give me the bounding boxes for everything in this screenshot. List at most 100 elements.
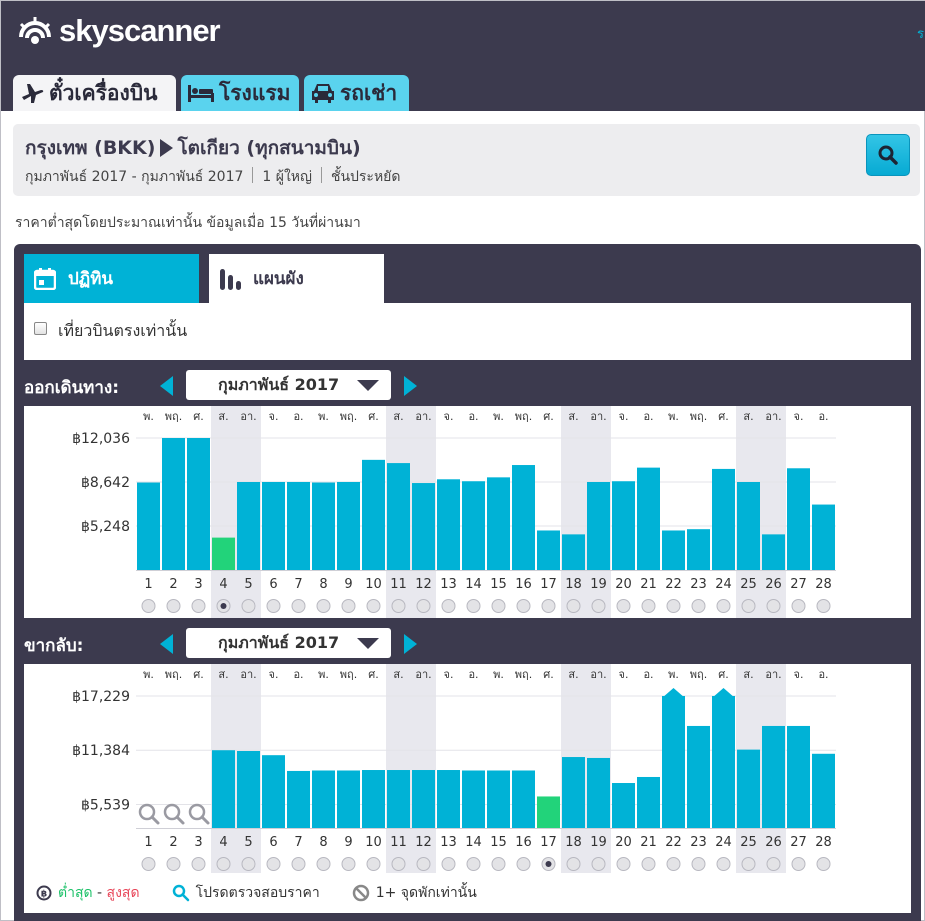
day-radio-26[interactable] [766,857,781,871]
price-bar-day-27 [787,468,810,570]
legend-stops-label: 1+ จุดพักเท่านั้น [375,885,477,901]
day-radio-28[interactable] [816,857,831,871]
outbound-month-select[interactable]: กุมภาพันธ์ 2017 [186,370,391,400]
day-radio-20[interactable] [616,599,631,613]
day-radio-24[interactable] [716,857,731,871]
price-bar-day-7 [287,770,310,828]
day-radio-16[interactable] [516,857,531,871]
direct-flights-filter[interactable]: เที่ยวบินตรงเท่านั้น [24,303,911,360]
day-radio-6[interactable] [266,599,281,613]
logo[interactable]: skyscanner [15,13,221,49]
day-radio-18[interactable] [566,857,581,871]
day-radio-18[interactable] [566,599,581,613]
day-radio-10[interactable] [366,599,381,613]
day-radio-1[interactable] [141,857,156,871]
day-radio-14[interactable] [466,599,481,613]
direct-only-checkbox[interactable] [34,322,47,335]
day-radio-8[interactable] [316,857,331,871]
day-radio-24[interactable] [716,599,731,613]
day-radio-1[interactable] [141,599,156,613]
day-radio-28[interactable] [816,599,831,613]
price-bar-day-5 [237,751,260,828]
tab-car-hire[interactable]: รถเช่า [304,75,409,111]
day-label: 10 [365,577,382,592]
search-summary[interactable]: กรุงเทพ (BKK) โตเกียว (ทุกสนามบิน) กุมภา… [13,124,920,196]
day-radio-16[interactable] [516,599,531,613]
day-radio-23[interactable] [691,599,706,613]
day-radio-4[interactable] [216,857,231,871]
price-bar-day-20 [612,481,635,570]
day-radio-2[interactable] [166,599,181,613]
day-radio-13[interactable] [441,857,456,871]
day-radio-21[interactable] [641,857,656,871]
day-radio-11[interactable] [391,599,406,613]
return-prev-month-button[interactable] [160,634,173,654]
day-radio-19[interactable] [591,599,606,613]
day-radio-22[interactable] [666,857,681,871]
capped-bar-arrow [712,688,735,698]
travel-dates: กุมภาพันธ์ 2017 - กุมภาพันธ์ 2017 [25,169,244,185]
outbound-next-month-button[interactable] [404,376,417,396]
car-icon [312,84,334,103]
price-bar-day-25 [737,749,760,828]
region-link[interactable]: ร [917,27,924,42]
day-radio-5[interactable] [241,599,256,613]
return-month-select[interactable]: กุมภาพันธ์ 2017 [186,628,391,658]
weekday-label: พฤ. [165,668,182,681]
day-label: 9 [344,577,352,592]
tab-calendar-view[interactable]: ปฏิทิน [24,254,199,303]
day-radio-8[interactable] [316,599,331,613]
weekday-label: จ. [619,668,629,681]
search-button[interactable] [866,134,910,176]
tab-calendar-label: ปฏิทิน [68,269,114,289]
day-radio-3[interactable] [191,857,206,871]
day-radio-26[interactable] [766,599,781,613]
tab-car-hire-label: รถเช่า [340,80,398,105]
day-radio-2[interactable] [166,857,181,871]
search-icon [878,145,898,165]
day-radio-22[interactable] [666,599,681,613]
day-radio-5[interactable] [241,857,256,871]
day-radio-7[interactable] [291,599,306,613]
weekday-label: พฤ. [340,668,357,681]
day-radio-9[interactable] [341,599,356,613]
day-radio-11[interactable] [391,857,406,871]
day-radio-7[interactable] [291,857,306,871]
day-radio-12[interactable] [416,857,431,871]
legend-stops: 1+ จุดพักเท่านั้น [352,882,477,904]
day-radio-21[interactable] [641,599,656,613]
day-radio-14[interactable] [466,857,481,871]
outbound-prev-month-button[interactable] [160,376,173,396]
day-radio-3[interactable] [191,599,206,613]
tab-chart-view[interactable]: แผนผัง [209,254,384,303]
y-tick-label: ฿11,384 [72,743,130,759]
day-label: 15 [490,835,507,850]
day-radio-9[interactable] [341,857,356,871]
day-radio-13[interactable] [441,599,456,613]
weekend-column [211,406,236,618]
price-bar-day-5 [237,481,260,570]
day-radio-12[interactable] [416,599,431,613]
day-radio-17[interactable] [541,599,556,613]
day-radio-15[interactable] [491,857,506,871]
day-radio-6[interactable] [266,857,281,871]
tab-flights[interactable]: ตั๋วเครื่องบิน [13,75,176,111]
day-radio-25[interactable] [741,857,756,871]
day-label: 19 [590,577,607,592]
day-radio-25[interactable] [741,599,756,613]
day-radio-10[interactable] [366,857,381,871]
day-radio-27[interactable] [791,857,806,871]
day-radio-15[interactable] [491,599,506,613]
weekday-label: พฤ. [515,410,532,423]
day-radio-23[interactable] [691,857,706,871]
legend-check-label: โปรดตรวจสอบราคา [195,885,320,901]
day-radio-27[interactable] [791,599,806,613]
return-next-month-button[interactable] [404,634,417,654]
day-radio-20[interactable] [616,857,631,871]
tab-hotels[interactable]: โรงแรม [181,75,299,111]
day-radio-19[interactable] [591,857,606,871]
day-label: 26 [765,835,782,850]
day-label: 1 [144,577,152,592]
day-label: 6 [269,835,277,850]
